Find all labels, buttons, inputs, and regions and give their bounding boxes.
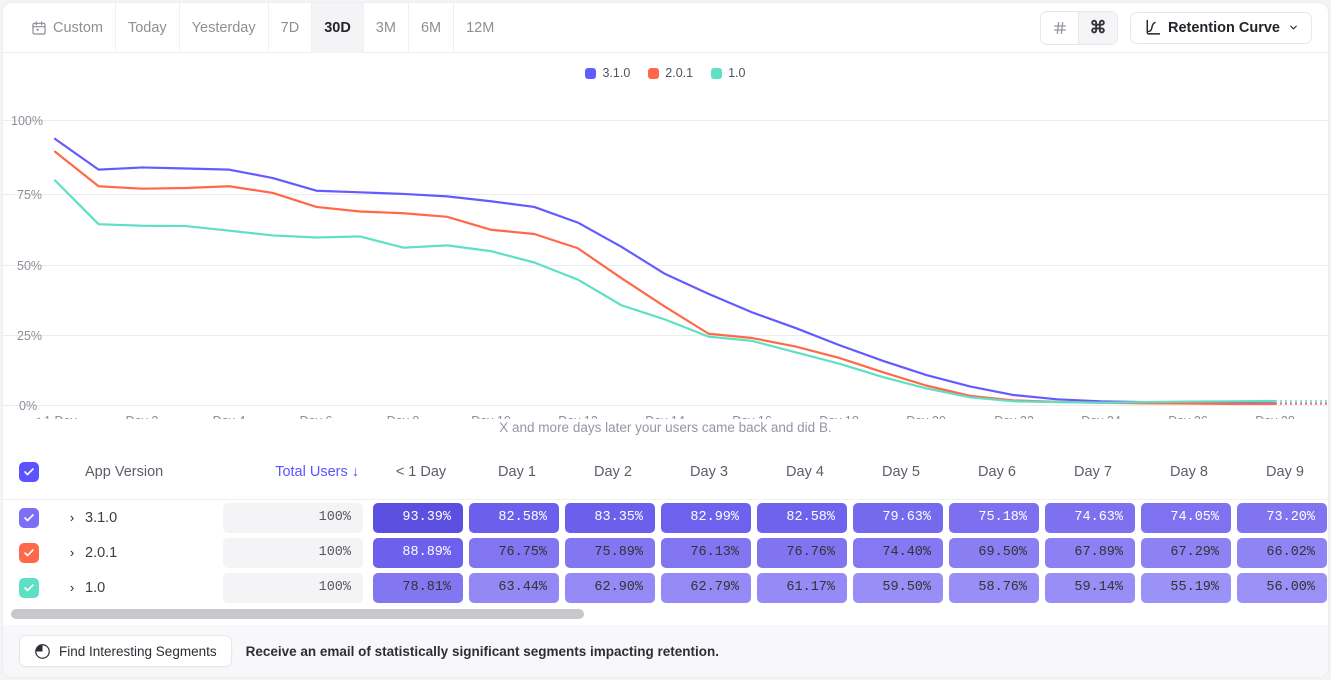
svg-text:Day 10: Day 10 bbox=[471, 414, 511, 419]
svg-text:Day 16: Day 16 bbox=[732, 414, 772, 419]
svg-text:Day 20: Day 20 bbox=[906, 414, 946, 419]
svg-text:25%: 25% bbox=[17, 329, 42, 343]
svg-text:< 1 Day: < 1 Day bbox=[33, 414, 77, 419]
svg-text:Day 12: Day 12 bbox=[558, 414, 598, 419]
svg-text:Day 24: Day 24 bbox=[1081, 414, 1121, 419]
svg-text:Day 8: Day 8 bbox=[387, 414, 420, 419]
svg-text:0%: 0% bbox=[19, 399, 37, 413]
svg-text:Day 14: Day 14 bbox=[645, 414, 685, 419]
svg-text:Day 26: Day 26 bbox=[1168, 414, 1208, 419]
svg-text:50%: 50% bbox=[17, 259, 42, 273]
svg-text:Day 18: Day 18 bbox=[819, 414, 859, 419]
svg-text:Day 22: Day 22 bbox=[994, 414, 1034, 419]
svg-text:Day 2: Day 2 bbox=[126, 414, 159, 419]
svg-text:75%: 75% bbox=[17, 188, 42, 202]
svg-text:Day 4: Day 4 bbox=[213, 414, 246, 419]
svg-text:Day 6: Day 6 bbox=[300, 414, 333, 419]
svg-text:Day 28: Day 28 bbox=[1255, 414, 1295, 419]
svg-text:100%: 100% bbox=[11, 114, 43, 128]
